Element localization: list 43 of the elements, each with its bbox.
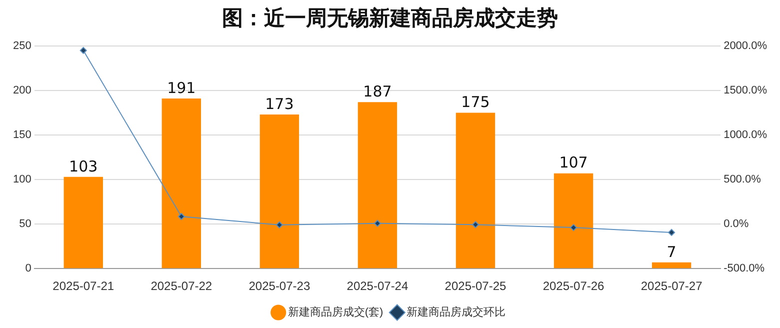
y-tick-label: 100 [12, 174, 32, 186]
chart-title: 图：近一周无锡新建商品房成交走势 [221, 5, 559, 32]
x-tick-label: 2025-07-23 [248, 279, 310, 294]
y-tick-label: 50 [19, 218, 32, 230]
y2-tick-label: 1500.0% [724, 84, 768, 97]
x-tick-label: 2025-07-26 [542, 279, 605, 294]
point [80, 46, 87, 54]
y2-tick-label: 0.0% [724, 218, 749, 230]
y-tick-label: 250 [12, 40, 32, 52]
data-label: 191 [167, 78, 196, 97]
x-tick-label: 2025-07-24 [346, 279, 408, 294]
bar [260, 114, 300, 268]
data-label: 107 [559, 154, 588, 172]
bar [64, 176, 103, 268]
y2-tick-label: 500.0% [724, 174, 762, 186]
point [472, 221, 479, 228]
data-label: 173 [265, 94, 294, 113]
legend-label: 新建商品房成交环比 [406, 306, 506, 319]
point [178, 213, 185, 220]
x-tick-label: 2025-07-22 [150, 279, 212, 294]
point [668, 228, 676, 236]
y2-tick-label: -500.0% [724, 262, 765, 275]
bar [554, 173, 594, 268]
bar [456, 112, 496, 268]
x-tick-label: 2025-07-21 [52, 279, 114, 294]
y-tick-label: 200 [12, 84, 32, 97]
point [374, 220, 381, 227]
y2-tick-label: 2000.0% [724, 40, 768, 52]
x-tick-label: 2025-07-27 [640, 279, 703, 294]
data-label: 7 [666, 242, 676, 261]
point [570, 224, 578, 232]
x-tick-label: 2025-07-25 [444, 279, 507, 294]
bar [358, 102, 398, 268]
point [276, 221, 283, 228]
legend-label: 新建商品房成交(套) [288, 306, 384, 319]
data-label: 103 [69, 157, 98, 176]
y-tick-label: 150 [12, 129, 32, 142]
data-label: 175 [461, 93, 490, 112]
y2-tick-label: 1000.0% [724, 129, 768, 142]
y-tick-label: 0 [25, 262, 32, 275]
bar [162, 98, 202, 268]
bar [652, 262, 692, 268]
data-label: 187 [363, 82, 392, 100]
